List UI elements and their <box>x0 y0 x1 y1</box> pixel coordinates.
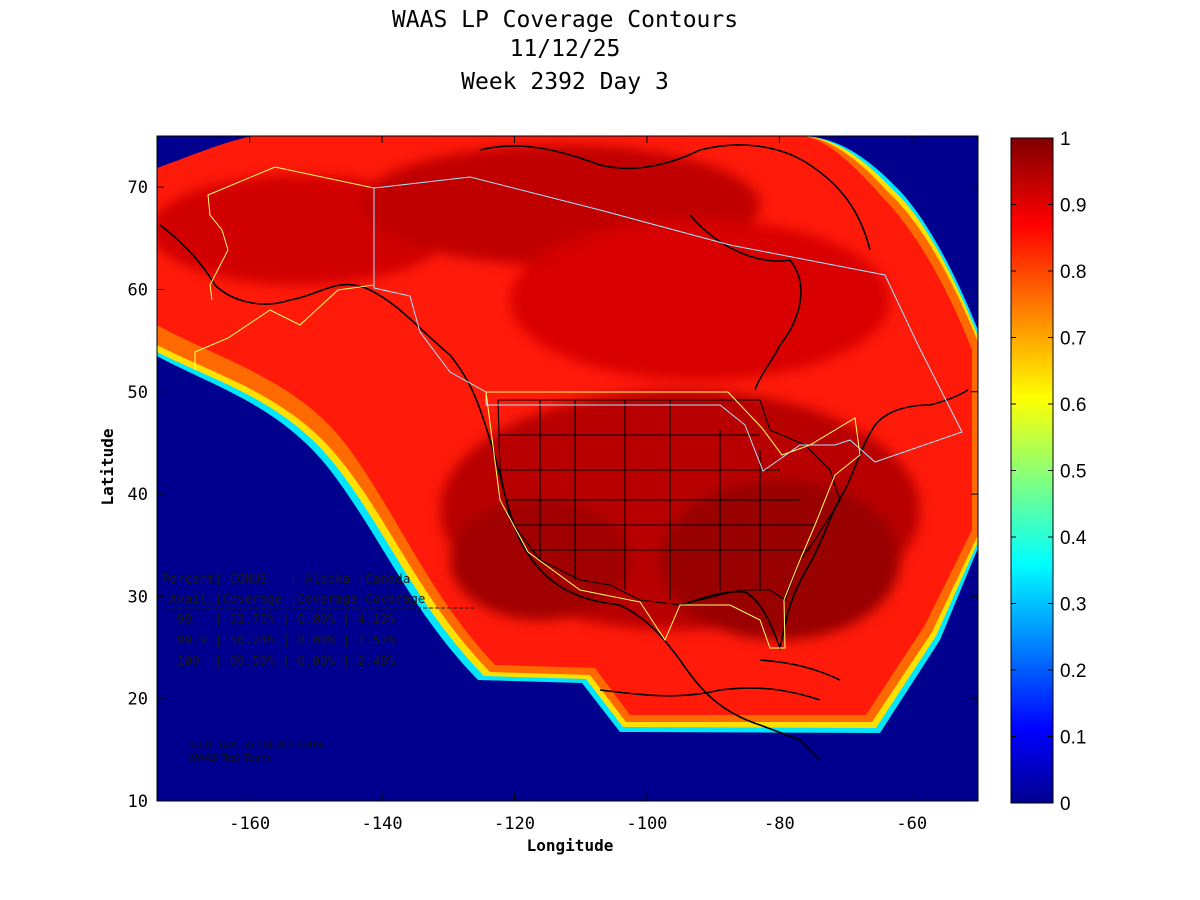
coverage-table: Percent| CONUS | Alaska |Canada Avail.|C… <box>162 571 474 668</box>
y-tick-label: 30 <box>128 587 148 607</box>
coastlines <box>159 144 969 761</box>
map-plot-area: Percent| CONUS | Alaska |Canada Avail.|C… <box>157 136 978 801</box>
colorbar-tick-label: 0.7 <box>1060 329 1086 350</box>
x-tick-label: -60 <box>896 814 927 834</box>
title-line-1: WAAS LP Coverage Contours <box>392 7 738 33</box>
coverage-high-zones <box>157 145 920 640</box>
conus-state-lines <box>497 399 841 606</box>
x-tick-label: -120 <box>494 814 535 834</box>
colorbar-ticks: 0 0.1 0.2 0.3 0.4 0.5 0.6 0.7 0.8 0.9 1 <box>1011 129 1087 815</box>
y-tick-label: 70 <box>128 178 148 198</box>
service-region-outlines <box>194 166 963 649</box>
y-tick-label: 50 <box>128 383 148 403</box>
colorbar-tick-label: 0.3 <box>1060 595 1086 616</box>
y-tick-label: 20 <box>128 690 148 710</box>
x-tick-label: -140 <box>362 814 403 834</box>
colorbar-tick-label: 0.2 <box>1060 661 1086 682</box>
coverage-table-row: 100 | 09.59% | 0.00% | 2.48% <box>162 653 396 668</box>
coverage-table-row: 99.9 | 50.24% | 0.00% | 2.57% <box>162 632 396 647</box>
coverage-table-row: 99 | 53.75% | 0.00% | 4.13% <box>162 611 396 626</box>
y-axis-ticks: 10 20 30 40 50 60 70 <box>128 178 978 812</box>
colorbar-tick-label: 0.5 <box>1060 462 1086 483</box>
colorbar-tick-label: 0.1 <box>1060 728 1086 749</box>
colorbar-tick-label: 0.8 <box>1060 262 1086 283</box>
y-tick-label: 10 <box>128 792 148 812</box>
colorbar <box>1010 137 1054 804</box>
colorbar-tick-label: 0.9 <box>1060 196 1086 217</box>
title-line-2: 11/12/25 <box>510 36 621 62</box>
coverage-table-header-2: Avail.|Coverage |Coverage|Coverage <box>162 591 425 606</box>
credit-line-2: WAAS Test Team <box>188 753 270 764</box>
plot-frame <box>156 135 979 802</box>
canada-region-outline <box>373 176 963 472</box>
x-axis-label: Longitude <box>527 836 614 855</box>
colorbar-tick-label: 0.4 <box>1060 528 1087 549</box>
title-line-3: Week 2392 Day 3 <box>461 69 669 95</box>
coverage-table-header-1: Percent| CONUS | Alaska |Canada <box>162 571 410 586</box>
credit-line-1: N.J.U. FAA Technical Center <box>188 740 324 751</box>
colorbar-tick-label: 0.6 <box>1060 395 1086 416</box>
x-axis-ticks: -160 -140 -120 -100 -80 -60 <box>229 136 927 834</box>
y-tick-label: 60 <box>128 280 148 300</box>
conus-region-outline <box>485 391 861 649</box>
x-tick-label: -80 <box>764 814 795 834</box>
y-tick-label: 40 <box>128 485 148 505</box>
x-tick-label: -160 <box>229 814 270 834</box>
colorbar-tick-label: 1 <box>1060 129 1071 150</box>
x-tick-label: -100 <box>626 814 667 834</box>
y-axis-label: Latitude <box>98 428 117 505</box>
colorbar-tick-label: 0 <box>1060 794 1071 815</box>
